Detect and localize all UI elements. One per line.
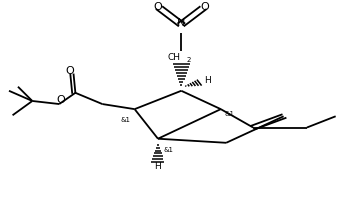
Text: O: O — [154, 2, 162, 12]
Text: 2: 2 — [187, 57, 191, 63]
Text: &1: &1 — [225, 111, 235, 117]
Text: H: H — [155, 162, 161, 171]
Text: O: O — [57, 95, 65, 105]
Text: &1: &1 — [164, 147, 174, 153]
Text: O: O — [66, 66, 74, 76]
Text: &1: &1 — [121, 117, 131, 123]
Text: O: O — [200, 2, 209, 12]
Text: H: H — [204, 76, 210, 85]
Text: CH: CH — [168, 53, 181, 62]
Text: N: N — [177, 18, 186, 29]
